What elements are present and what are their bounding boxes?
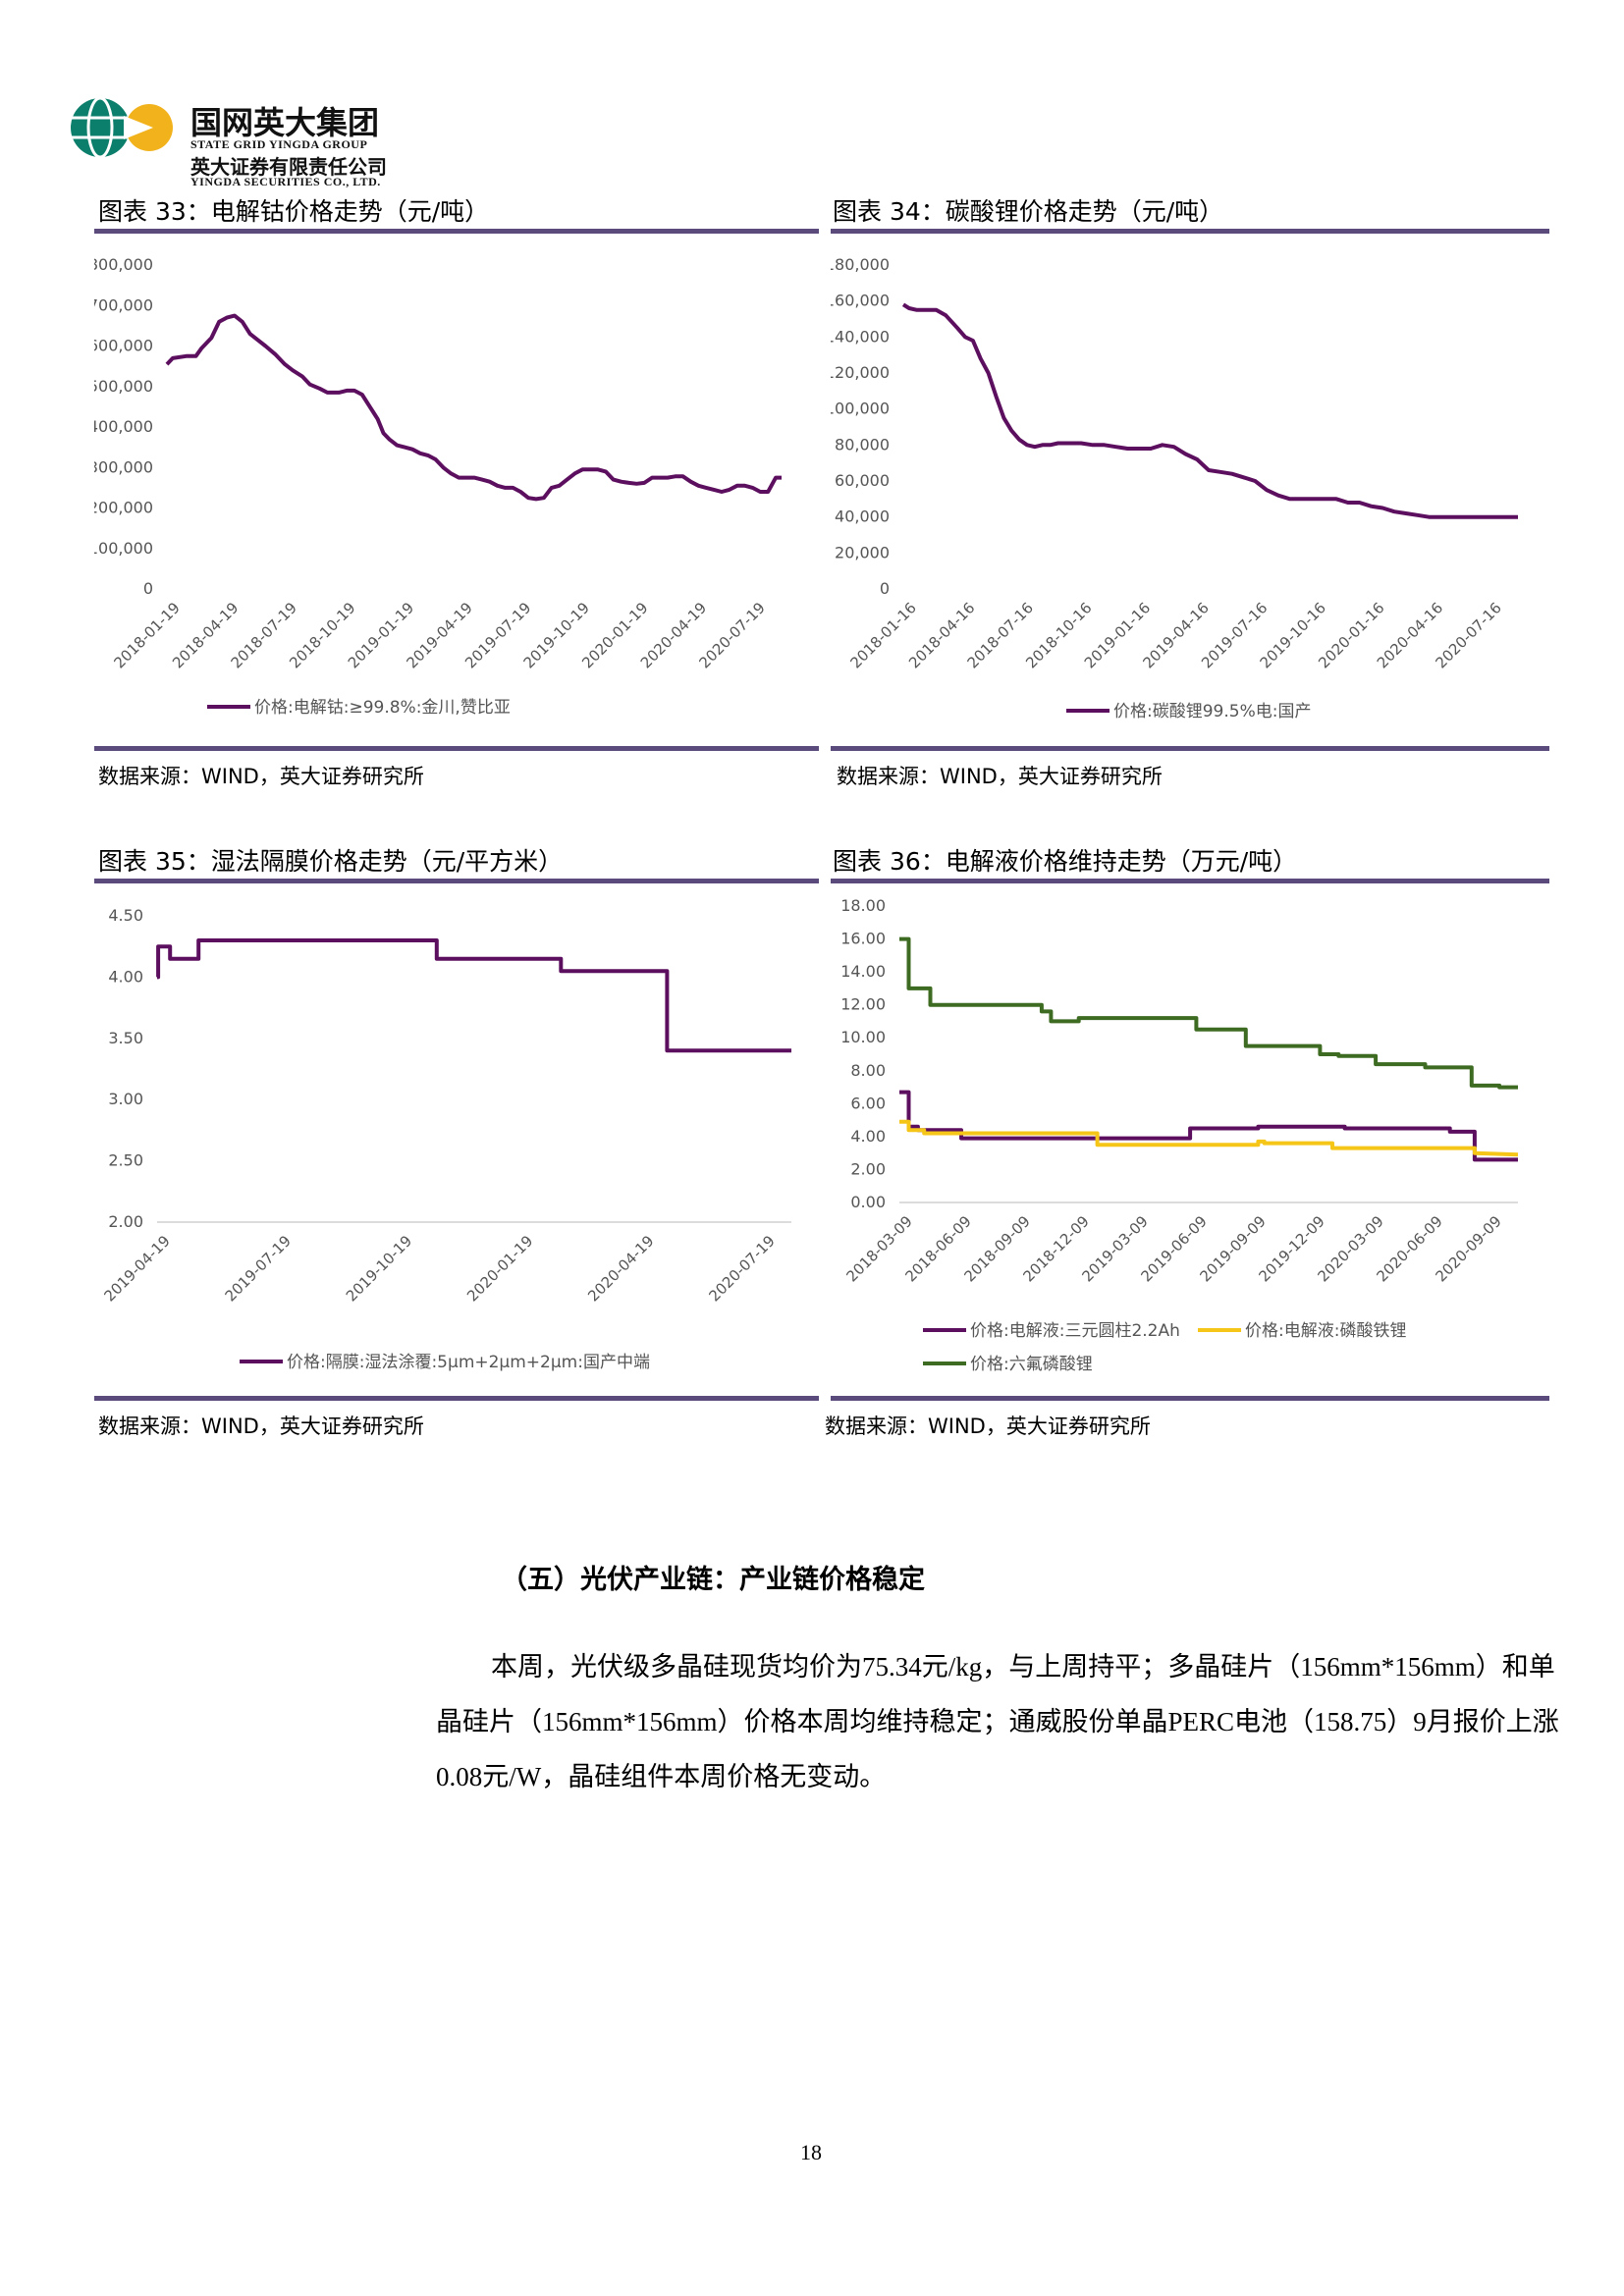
figure-33-title: 图表 33：电解钴价格走势（元/吨）: [98, 197, 490, 226]
series-line: [156, 938, 791, 1053]
y-tick-label: 0.00: [850, 1193, 886, 1211]
figure-bottom-rule-left: [94, 746, 819, 751]
series-line: [899, 1090, 1518, 1162]
x-tick-label: 2020-04-19: [584, 1232, 657, 1305]
securities-name-cn: 英大证券有限责任公司: [190, 155, 387, 179]
company-name-en: STATE GRID YINGDA GROUP: [190, 137, 368, 151]
figure-34-title: 图表 34：碳酸锂价格走势（元/吨）: [833, 197, 1224, 226]
y-tick-label: 2.00: [108, 1212, 143, 1231]
y-tick-label: 80,000: [835, 435, 890, 454]
x-tick-label: 2019-07-19: [222, 1232, 295, 1305]
y-tick-label: 40,000: [835, 507, 890, 526]
company-name-cn: 国网英大集团: [190, 104, 380, 141]
y-tick-label: 100,000: [831, 400, 890, 418]
y-tick-label: 200,000: [94, 499, 153, 517]
x-tick-label: 2019-10-19: [343, 1232, 415, 1305]
series-line: [899, 1119, 1519, 1157]
y-tick-label: 300,000: [94, 457, 153, 476]
figure-top-rule-left-2: [94, 879, 819, 883]
y-tick-label: 2.00: [850, 1159, 886, 1178]
legend-label: 价格:隔膜:湿法涂覆:5μm+2μm+2μm:国产中端: [287, 1353, 650, 1372]
x-tick-label: 2019-04-19: [100, 1232, 173, 1305]
figure-bottom-rule-left-2: [94, 1396, 819, 1401]
y-tick-label: 14.00: [840, 962, 886, 981]
y-tick-label: 180,000: [831, 255, 890, 274]
y-tick-label: 700,000: [94, 295, 153, 314]
y-tick-label: 2.50: [108, 1151, 143, 1170]
y-tick-label: 0: [143, 579, 153, 598]
figure-bottom-rule-right-2: [831, 1396, 1549, 1401]
header-logo: [67, 96, 185, 159]
y-tick-label: 3.00: [108, 1090, 143, 1108]
body-paragraph-text: 本周，光伏级多晶硅现货均价为75.34元/kg，与上周持平；多晶硅片（156mm…: [436, 1652, 1559, 1791]
legend-label: 价格:碳酸锂99.5%电:国产: [1113, 702, 1311, 721]
figure-33-source: 数据来源：WIND，英大证券研究所: [98, 765, 424, 788]
y-tick-label: 60,000: [835, 471, 890, 490]
y-tick-label: 4.00: [108, 967, 143, 986]
y-tick-label: 0: [880, 579, 890, 598]
y-tick-label: 400,000: [94, 417, 153, 436]
y-tick-label: 800,000: [94, 255, 153, 274]
electrolyte-price-chart: 18.00 16.00 14.00 12.00 10.00 8.00 6.00 4.00 2.0…: [840, 896, 1519, 1374]
state-grid-globe-icon: [71, 96, 173, 159]
series-line: [901, 302, 1518, 519]
series-line: [899, 936, 1518, 1090]
y-tick-label: 6.00: [850, 1094, 886, 1112]
y-tick-label: 4.00: [850, 1127, 886, 1146]
figure-36-title: 图表 36：电解液价格维持走势（万元/吨）: [833, 847, 1298, 876]
y-tick-label: 500,000: [94, 377, 153, 396]
legend-label: 价格:电解钴:≥99.8%:金川,赞比亚: [254, 698, 511, 718]
securities-name-en: YINGDA SECURITIES CO., LTD.: [190, 175, 381, 188]
y-tick-label: 8.00: [850, 1061, 886, 1080]
y-tick-label: 3.50: [108, 1029, 143, 1047]
figure-35-source: 数据来源：WIND，英大证券研究所: [98, 1415, 424, 1438]
legend-label: 价格:电解液:磷酸铁锂: [1245, 1321, 1406, 1341]
figure-top-rule-left: [94, 229, 819, 234]
cobalt-price-chart: 800,000 700,000 600,000 500,000 400,000 300,0…: [94, 255, 782, 718]
y-tick-label: 20,000: [835, 543, 890, 561]
legend-label: 价格:六氟磷酸锂: [970, 1355, 1093, 1374]
x-tick-label: 2020-01-19: [463, 1232, 536, 1305]
figure-36-source: 数据来源：WIND，英大证券研究所: [825, 1415, 1151, 1438]
legend-label: 价格:电解液:三元圆柱2.2Ah: [970, 1321, 1180, 1341]
body-paragraph: 本周，光伏级多晶硅现货均价为75.34元/kg，与上周持平；多晶硅片（156mm…: [436, 1639, 1565, 1804]
figure-top-rule-right-2: [831, 879, 1549, 883]
y-tick-label: 12.00: [840, 995, 886, 1014]
figure-top-rule-right: [831, 229, 1549, 234]
page-number: 18: [800, 2140, 822, 2164]
y-tick-label: 120,000: [831, 363, 890, 382]
series-line: [165, 313, 782, 502]
y-tick-label: 600,000: [94, 337, 153, 355]
y-tick-label: 4.50: [108, 906, 143, 925]
y-tick-label: 16.00: [840, 930, 886, 948]
x-tick-label: 2020-07-19: [705, 1232, 778, 1305]
lithium-carbonate-price-chart: 180,000 160,000 140,000 120,000 100,000 80,00…: [831, 255, 1518, 721]
figure-bottom-rule-right: [831, 746, 1549, 751]
section-heading: （五）光伏产业链：产业链价格稳定: [501, 1565, 925, 1595]
y-tick-label: 100,000: [94, 539, 153, 558]
y-tick-label: 140,000: [831, 327, 890, 346]
figure-34-source: 数据来源：WIND，英大证券研究所: [837, 765, 1163, 788]
figure-35-title: 图表 35：湿法隔膜价格走势（元/平方米）: [98, 847, 564, 876]
y-tick-label: 10.00: [840, 1028, 886, 1046]
y-tick-label: 160,000: [831, 292, 890, 310]
y-tick-label: 18.00: [840, 896, 886, 915]
